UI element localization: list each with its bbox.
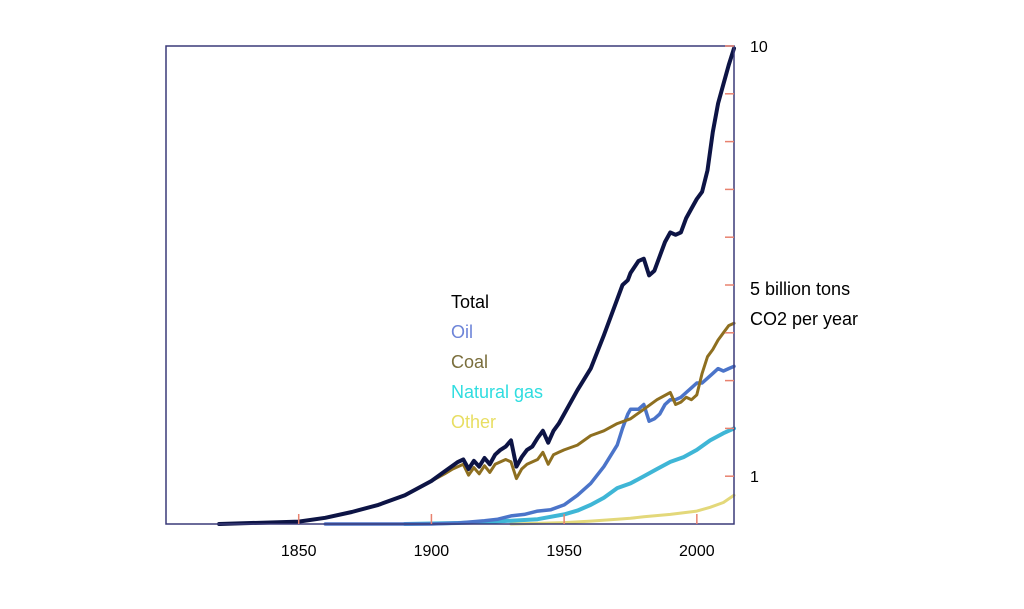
x-tick-label: 1900 <box>414 543 450 560</box>
series-line-other <box>509 493 736 526</box>
x-tick-label: 1850 <box>281 543 317 560</box>
y-axis-label-line-2: CO2 per year <box>750 309 858 329</box>
series-line-oil <box>323 364 736 526</box>
legend-entry-oil: Oil <box>451 322 473 342</box>
legend-entry-coal: Coal <box>451 352 488 372</box>
series-line-coal <box>217 321 736 526</box>
y-tick-label: 10 <box>750 39 768 56</box>
x-tick-label: 1950 <box>546 543 582 560</box>
legend-entry-natural-gas: Natural gas <box>451 382 543 402</box>
legend: Total Oil Coal Natural gas Other <box>451 292 543 432</box>
series-layer <box>217 46 736 526</box>
x-tick-label: 2000 <box>679 543 715 560</box>
series-line-natural-gas <box>402 426 736 526</box>
y-tick-label: 1 <box>750 469 759 486</box>
legend-entry-other: Other <box>451 412 496 432</box>
legend-entry-total: Total <box>451 292 489 312</box>
y-tick-labels: 10 1 <box>750 39 768 486</box>
x-tick-labels: 1850 1900 1950 2000 <box>281 543 715 560</box>
y-axis-label-line-1: 5 billion tons <box>750 279 850 299</box>
ticks-layer <box>297 45 734 524</box>
plot-frame <box>165 45 735 525</box>
series-line-total <box>217 46 736 526</box>
